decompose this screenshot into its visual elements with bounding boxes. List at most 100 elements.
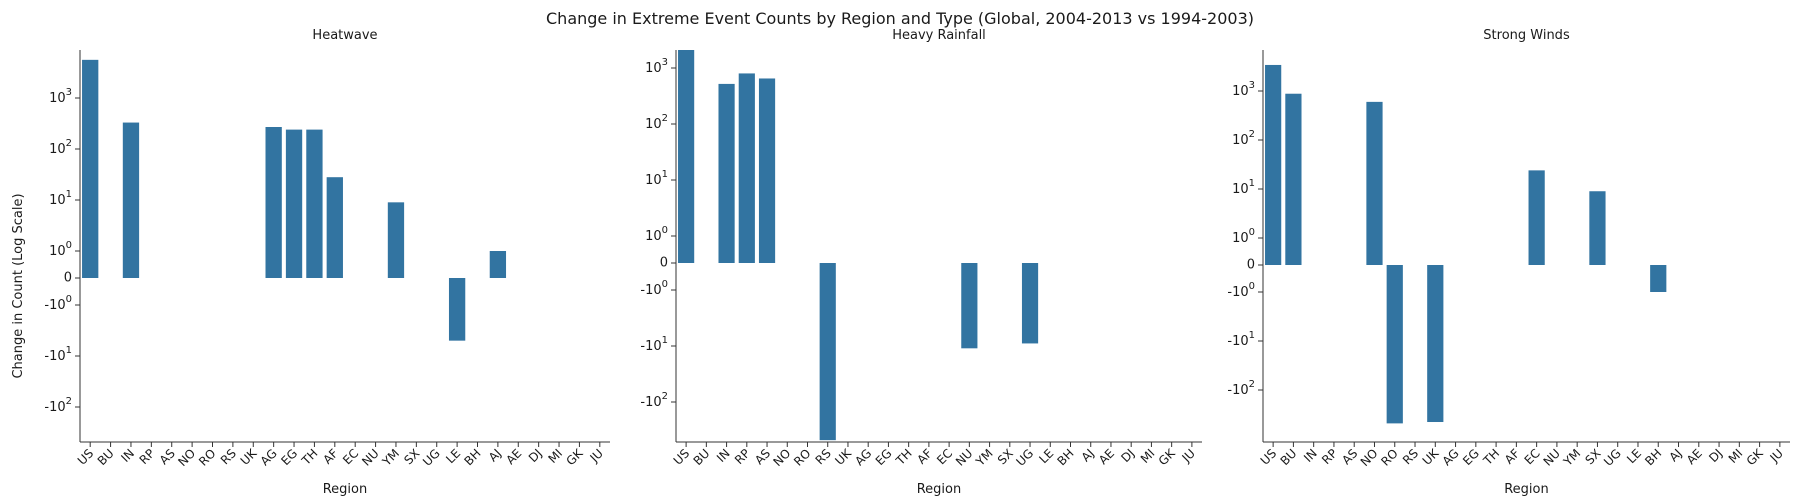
x-tick-label: TH: [298, 446, 320, 468]
y-tick-label: 0: [64, 271, 72, 286]
x-tick-label: RS: [218, 446, 239, 467]
panel-heavy-rainfall: Heavy Rainfall -102 -101 -100 0 100 101 102 103 U…: [640, 28, 1202, 497]
x-tick-label: EG: [278, 446, 300, 468]
y-tick-label: 101: [645, 169, 668, 188]
subplot-title: Heavy Rainfall: [892, 28, 986, 43]
subplot-title: Strong Winds: [1483, 28, 1570, 43]
y-tick-label: 0: [1247, 258, 1255, 273]
y-tick-label: 102: [49, 138, 72, 157]
x-axis-label: Region: [917, 482, 962, 497]
x-tick-label: UG: [1601, 446, 1624, 469]
y-tick-label: 101: [1232, 178, 1255, 197]
x-tick-label: SX: [401, 446, 422, 467]
bar-us: [1265, 64, 1282, 265]
x-tick-label: AJ: [1079, 446, 1097, 464]
y-tick-label: -101: [640, 335, 668, 354]
y-tick-label: 101: [49, 189, 72, 208]
y-tick-label: 102: [1232, 129, 1255, 148]
x-tick-label: RO: [196, 446, 218, 468]
x-axis-label: Region: [323, 482, 368, 497]
x-tick-label: UG: [1013, 446, 1036, 469]
x-tick-label: AE: [503, 446, 524, 467]
x-tick-label: EG: [873, 446, 895, 468]
x-tick-label: YM: [973, 446, 996, 469]
y-tick-label: -102: [44, 396, 72, 415]
bar-ym: [387, 202, 405, 278]
x-tick-label: JU: [1179, 446, 1198, 465]
x-tick-label: RO: [791, 446, 813, 468]
x-tick-label: BU: [95, 446, 117, 468]
x-tick-label: NU: [953, 446, 975, 468]
x-tick-label: RP: [732, 446, 753, 467]
x-tick-label: AE: [1096, 446, 1117, 467]
y-axis-label: Change in Count (Log Scale): [11, 193, 26, 378]
x-tick-label: AS: [752, 446, 773, 467]
x-tick-label: US: [671, 446, 693, 468]
x-tick-label: RS: [813, 446, 834, 467]
x-tick-label: GK: [564, 445, 587, 468]
x-tick-label: IN: [714, 446, 733, 465]
x-tick-label: AS: [1339, 446, 1360, 467]
x-tick-label: YM: [379, 446, 402, 469]
bar-us: [678, 50, 695, 263]
bar-in: [718, 83, 735, 264]
bar-rp: [738, 73, 755, 263]
x-tick-label: EC: [934, 446, 955, 467]
x-tick-label: AE: [1684, 446, 1705, 467]
x-tick-label: NO: [770, 446, 793, 469]
y-tick-label: 103: [1232, 80, 1255, 99]
x-tick-label: UG: [420, 446, 443, 469]
x-tick-label: LE: [443, 446, 463, 466]
bar-eg: [285, 129, 303, 278]
y-tick-label: 102: [645, 113, 668, 132]
x-tick-label: DJ: [1118, 446, 1137, 465]
bar-us: [82, 59, 99, 279]
x-tick-label: TH: [1480, 446, 1502, 468]
bar-af: [326, 177, 343, 278]
y-tick-label: -101: [44, 345, 72, 364]
x-tick-label: AG: [258, 446, 280, 468]
x-tick-label: GK: [1744, 445, 1767, 468]
bar-nu: [961, 263, 978, 349]
x-tick-label: RP: [137, 446, 158, 467]
y-tick-label: -100: [1227, 281, 1255, 300]
x-tick-label: MI: [1138, 446, 1158, 466]
x-tick-label: BH: [462, 446, 484, 468]
panel-strong-winds: Strong Winds-102-101-1000100101102103USB…: [1227, 28, 1790, 497]
figure-title: Change in Extreme Event Counts by Region…: [546, 9, 1254, 28]
x-tick-label: IN: [1301, 446, 1320, 465]
y-tick-label: -100: [640, 279, 668, 298]
bar-bh: [1650, 265, 1667, 292]
bar-sx: [1589, 191, 1606, 265]
bar-ec: [1528, 170, 1545, 265]
x-tick-label: US: [75, 446, 97, 468]
bar-ug: [1021, 263, 1039, 344]
y-tick-label: 100: [1232, 227, 1255, 246]
x-tick-label: BU: [1278, 446, 1300, 468]
x-tick-label: AG: [1440, 446, 1462, 468]
x-tick-label: YM: [1560, 446, 1583, 469]
x-tick-label: RS: [1400, 446, 1421, 467]
x-tick-label: MI: [545, 446, 565, 466]
y-tick-label: -100: [44, 294, 72, 313]
x-tick-label: EC: [1522, 446, 1543, 467]
y-tick-label: -102: [640, 391, 668, 410]
bar-as: [758, 78, 776, 263]
x-tick-label: BH: [1642, 446, 1664, 468]
y-tick-label: 100: [645, 225, 668, 244]
x-tick-label: US: [1258, 446, 1280, 468]
x-tick-label: DJ: [1706, 446, 1725, 465]
bar-aj: [489, 251, 507, 278]
x-tick-label: NU: [359, 446, 381, 468]
x-tick-label: AS: [157, 446, 178, 467]
x-axis-label: Region: [1504, 482, 1549, 497]
bar-in: [122, 122, 140, 278]
x-tick-label: TH: [893, 446, 915, 468]
x-tick-label: RO: [1378, 446, 1400, 468]
x-tick-label: UK: [832, 445, 854, 467]
x-tick-label: UK: [1420, 445, 1442, 467]
x-tick-label: MI: [1726, 446, 1746, 466]
x-tick-label: LE: [1624, 446, 1644, 466]
